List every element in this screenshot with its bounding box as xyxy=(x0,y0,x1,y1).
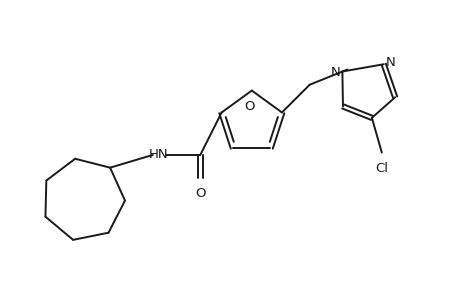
Text: N: N xyxy=(330,66,340,79)
Text: HN: HN xyxy=(149,148,168,161)
Text: O: O xyxy=(244,100,254,113)
Text: O: O xyxy=(195,187,205,200)
Text: Cl: Cl xyxy=(375,162,387,176)
Text: N: N xyxy=(385,56,395,69)
